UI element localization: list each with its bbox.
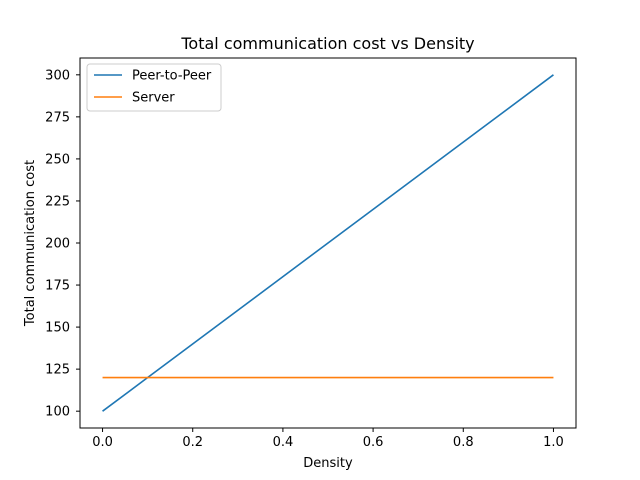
x-tick-label: 0.2 — [182, 435, 203, 450]
x-tick-label: 0.4 — [273, 435, 294, 450]
legend: Peer-to-Peer Server — [86, 63, 222, 112]
legend-label: Peer-to-Peer — [132, 69, 212, 84]
y-axis-label: Total communication cost — [23, 160, 38, 327]
x-tick-label: 0.6 — [363, 435, 384, 450]
y-tick-label: 175 — [45, 279, 70, 294]
x-axis-label: Density — [303, 456, 353, 471]
y-tick-label: 125 — [45, 363, 70, 378]
legend-label: Server — [132, 91, 175, 106]
y-tick-label: 200 — [45, 237, 70, 252]
y-tick-label: 100 — [45, 405, 70, 420]
y-tick-label: 250 — [45, 152, 70, 167]
y-tick-label: 275 — [45, 110, 70, 125]
series-line-peer-to-peer — [102, 74, 554, 412]
chart-title: Total communication cost vs Density — [180, 34, 474, 53]
x-tick-label: 0.8 — [453, 435, 474, 450]
x-tick-label: 1.0 — [543, 435, 564, 450]
x-axis: 0.0 0.2 0.4 0.6 0.8 1.0 — [92, 428, 564, 450]
y-tick-label: 225 — [45, 194, 70, 209]
x-tick-label: 0.0 — [92, 435, 113, 450]
y-tick-label: 300 — [45, 68, 70, 83]
y-axis: 100 125 150 175 200 225 250 275 300 — [45, 68, 80, 420]
series-layer — [102, 74, 554, 412]
y-tick-label: 150 — [45, 321, 70, 336]
